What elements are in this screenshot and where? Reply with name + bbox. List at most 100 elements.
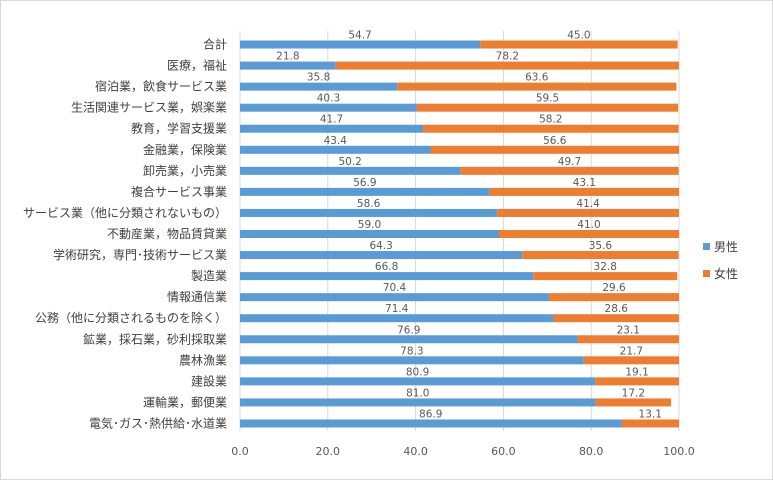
bar-segment-male	[240, 251, 523, 260]
category-label: 学術研究，専門･技術サービス業	[53, 247, 227, 262]
bar-segment-female	[533, 272, 678, 281]
bar-segment-male	[240, 398, 596, 407]
category-label: 建設業	[191, 373, 227, 388]
data-label: 64.3	[369, 240, 392, 252]
data-label: 29.6	[602, 282, 626, 294]
bar-segment-female	[397, 82, 677, 91]
category-label: 金融業，保険業	[143, 142, 227, 157]
category-label: 宿泊業，飲食サービス業	[95, 79, 227, 94]
x-tick-label: 20.0	[316, 445, 341, 458]
data-label: 76.9	[397, 324, 420, 336]
category-label: 複合サービス事業	[131, 184, 227, 199]
category-label: 不動産業，物品賃貸業	[107, 226, 227, 241]
category-label: 電気･ガス･熱供給･水道業	[89, 415, 227, 430]
category-label: 公務（他に分類されるものを除く）	[35, 310, 227, 325]
data-label: 43.4	[324, 135, 348, 147]
data-label: 45.0	[567, 30, 590, 42]
bar-segment-female	[430, 145, 679, 154]
category-label: 運輸業，郵便業	[143, 394, 227, 409]
category-label: サービス業（他に分類されないもの）	[23, 206, 227, 220]
bar-segment-male	[240, 82, 398, 91]
bar-segment-female	[595, 377, 679, 386]
bar-segment-female	[583, 356, 679, 365]
data-label: 86.9	[419, 408, 442, 420]
bar-segment-female	[595, 398, 672, 407]
data-label: 35.6	[589, 240, 613, 252]
bar-segment-male	[240, 187, 490, 196]
category-label: 鉱業，採石業，砂利採取業	[83, 331, 227, 346]
bar-segment-female	[621, 419, 679, 428]
data-labels: 54.7 45.0 21.8 78.2 35.8 63.6 40.3 59.5 41.7 58.2…	[276, 30, 662, 421]
bar-segment-male	[240, 335, 578, 344]
bar-segment-male	[240, 145, 431, 154]
bar-segment-male	[240, 230, 500, 238]
category-label: 農林漁業	[179, 353, 227, 367]
bar-segment-female	[553, 314, 679, 323]
data-label: 23.1	[617, 324, 640, 336]
bar-segment-female	[460, 166, 679, 175]
data-label: 71.4	[385, 303, 409, 315]
bar-segment-female	[522, 251, 679, 260]
data-label: 32.8	[594, 261, 617, 273]
bar-segment-female	[577, 335, 679, 344]
data-label: 70.4	[383, 282, 407, 294]
x-tick-label: 100.0	[663, 445, 695, 458]
category-label: 生活関連サービス業，娯楽業	[71, 101, 227, 115]
bar-segment-male	[240, 314, 554, 323]
data-label: 49.7	[558, 156, 581, 168]
bar-segment-female	[489, 187, 679, 196]
bar-segment-female	[497, 208, 679, 217]
data-label: 80.9	[406, 366, 429, 378]
x-tick-label: 0.0	[231, 445, 249, 458]
data-label: 56.9	[353, 177, 376, 189]
bars	[240, 40, 679, 428]
legend-swatch	[703, 243, 710, 250]
data-label: 54.7	[348, 30, 371, 42]
data-label: 17.2	[622, 387, 645, 399]
legend-label: 女性	[714, 266, 738, 281]
data-label: 58.2	[539, 114, 562, 126]
bar-segment-male	[240, 377, 596, 386]
data-label: 56.6	[543, 135, 567, 147]
bar-segment-male	[240, 272, 534, 281]
legend-label: 男性	[714, 240, 738, 254]
category-label: 教育，学習支援業	[131, 121, 227, 136]
data-label: 21.8	[276, 51, 299, 63]
bar-segment-male	[240, 356, 584, 365]
x-axis-ticks: 0.0 20.0 40.0 60.0 80.0 100.0	[231, 445, 695, 458]
bar-segment-male	[240, 40, 481, 49]
bar-segment-male	[240, 419, 622, 428]
x-tick-label: 60.0	[491, 445, 516, 458]
category-label: 卸売業，小売業	[143, 163, 227, 178]
category-label: 合計	[203, 37, 227, 52]
bar-segment-male	[240, 293, 550, 302]
bar-segment-female	[499, 230, 679, 238]
bar-segment-female	[335, 61, 679, 70]
legend-swatch	[703, 270, 710, 277]
bar-segment-female	[416, 103, 679, 112]
data-label: 81.0	[406, 387, 429, 399]
data-label: 78.3	[400, 345, 423, 357]
data-label: 41.7	[320, 114, 343, 126]
bar-segment-male	[240, 208, 498, 217]
bar-segment-female	[549, 293, 679, 302]
bar-segment-female	[480, 40, 678, 49]
data-label: 40.3	[317, 93, 340, 105]
data-label: 66.8	[375, 261, 398, 273]
category-label: 製造業	[191, 269, 227, 283]
data-label: 41.4	[576, 198, 600, 210]
bar-segment-male	[240, 124, 424, 133]
category-labels: 合計医療，福祉宿泊業，飲食サービス業生活関連サービス業，娯楽業教育，学習支援業金…	[23, 37, 227, 431]
data-label: 78.2	[496, 51, 519, 63]
bar-segment-male	[240, 103, 417, 112]
data-label: 50.2	[338, 156, 361, 168]
bar-segment-male	[240, 166, 461, 175]
data-label: 58.6	[357, 198, 381, 210]
category-label: 情報通信業	[167, 290, 227, 304]
data-label: 19.1	[625, 366, 648, 378]
bar-segment-female	[423, 124, 679, 133]
data-label: 43.1	[573, 177, 596, 189]
data-label: 59.5	[536, 93, 559, 105]
